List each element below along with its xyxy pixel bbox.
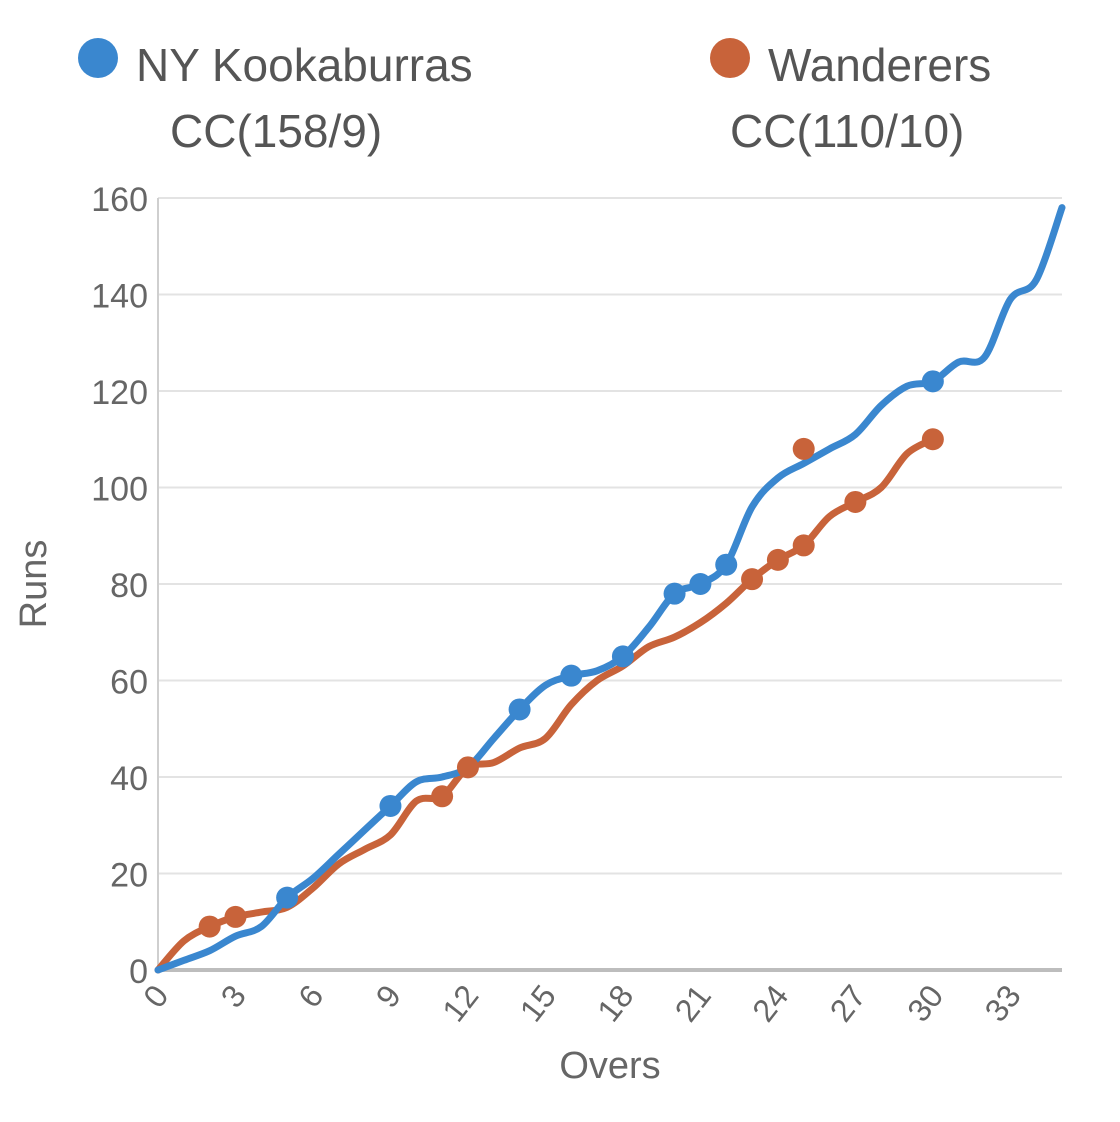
y-axis-title: Runs (13, 540, 55, 629)
y-tick-label: 60 (110, 664, 148, 702)
y-tick-label: 140 (91, 278, 148, 316)
x-tick-label: 30 (900, 978, 950, 1028)
x-tick-label: 24 (745, 978, 795, 1028)
data-point-ny-kookaburras[interactable] (560, 664, 583, 687)
data-point-wanderers[interactable] (431, 785, 454, 808)
x-tick-label: 9 (369, 978, 408, 1014)
x-axis-title: Overs (559, 1045, 660, 1087)
data-point-ny-kookaburras[interactable] (276, 886, 299, 909)
x-tick-label: 18 (590, 978, 640, 1028)
legend-marker-ny-kookaburras (78, 38, 118, 78)
x-tick-label: 12 (435, 978, 485, 1028)
y-tick-label: 40 (110, 760, 148, 798)
data-point-ny-kookaburras[interactable] (611, 645, 634, 668)
legend-item-wanderers[interactable]: Wanderers CC(110/10) (710, 30, 1070, 170)
series-line-ny-kookaburras (154, 204, 1066, 974)
y-tick-label: 100 (91, 471, 148, 509)
data-point-ny-kookaburras[interactable] (663, 582, 686, 605)
legend-label-ny-kookaburras-line1: NY Kookaburras (136, 39, 473, 91)
y-tick-label: 20 (110, 857, 148, 895)
series-lines (154, 204, 1066, 974)
y-tick-label: 160 (91, 181, 148, 219)
x-tick-label: 21 (668, 978, 718, 1028)
data-point-wanderers[interactable] (844, 490, 867, 513)
data-point-wanderers[interactable] (224, 905, 247, 928)
series-line-wanderers (154, 435, 937, 974)
data-point-wanderers[interactable] (792, 437, 815, 460)
data-point-ny-kookaburras[interactable] (921, 370, 944, 393)
y-tick-label: 120 (91, 374, 148, 412)
legend-label-wanderers-line2: CC(110/10) (730, 105, 965, 157)
data-point-ny-kookaburras[interactable] (689, 573, 712, 595)
x-tick-label: 3 (214, 978, 253, 1014)
data-point-wanderers[interactable] (198, 915, 221, 938)
data-point-wanderers[interactable] (792, 534, 815, 557)
x-tick-label: 33 (978, 978, 1028, 1028)
y-tick-label: 80 (110, 567, 148, 605)
data-point-ny-kookaburras[interactable] (715, 553, 738, 576)
series-markers (198, 370, 944, 938)
data-point-ny-kookaburras[interactable] (508, 698, 531, 721)
legend-label-ny-kookaburras-line2: CC(158/9) (170, 105, 383, 157)
legend-item-ny-kookaburras[interactable]: NY Kookaburras CC(158/9) (78, 30, 538, 170)
gridlines (158, 197, 1062, 971)
y-tick-label: 0 (129, 953, 148, 991)
data-point-wanderers[interactable] (921, 428, 944, 451)
x-tick-label: 15 (513, 978, 563, 1028)
data-point-ny-kookaburras[interactable] (379, 794, 402, 817)
legend-label-wanderers-line1: Wanderers (768, 39, 992, 91)
data-point-wanderers[interactable] (741, 568, 764, 591)
x-tick-label: 0 (136, 978, 175, 1014)
legend-marker-wanderers (710, 38, 750, 78)
data-point-wanderers[interactable] (456, 756, 479, 779)
data-point-wanderers[interactable] (766, 548, 789, 571)
x-tick-label: 6 (291, 978, 330, 1014)
x-tick-label: 27 (823, 978, 873, 1028)
axes: Overs Runs 0 20 40 60 80 100 120 140 160 0 3 6 9 12 15… (13, 181, 1062, 1087)
